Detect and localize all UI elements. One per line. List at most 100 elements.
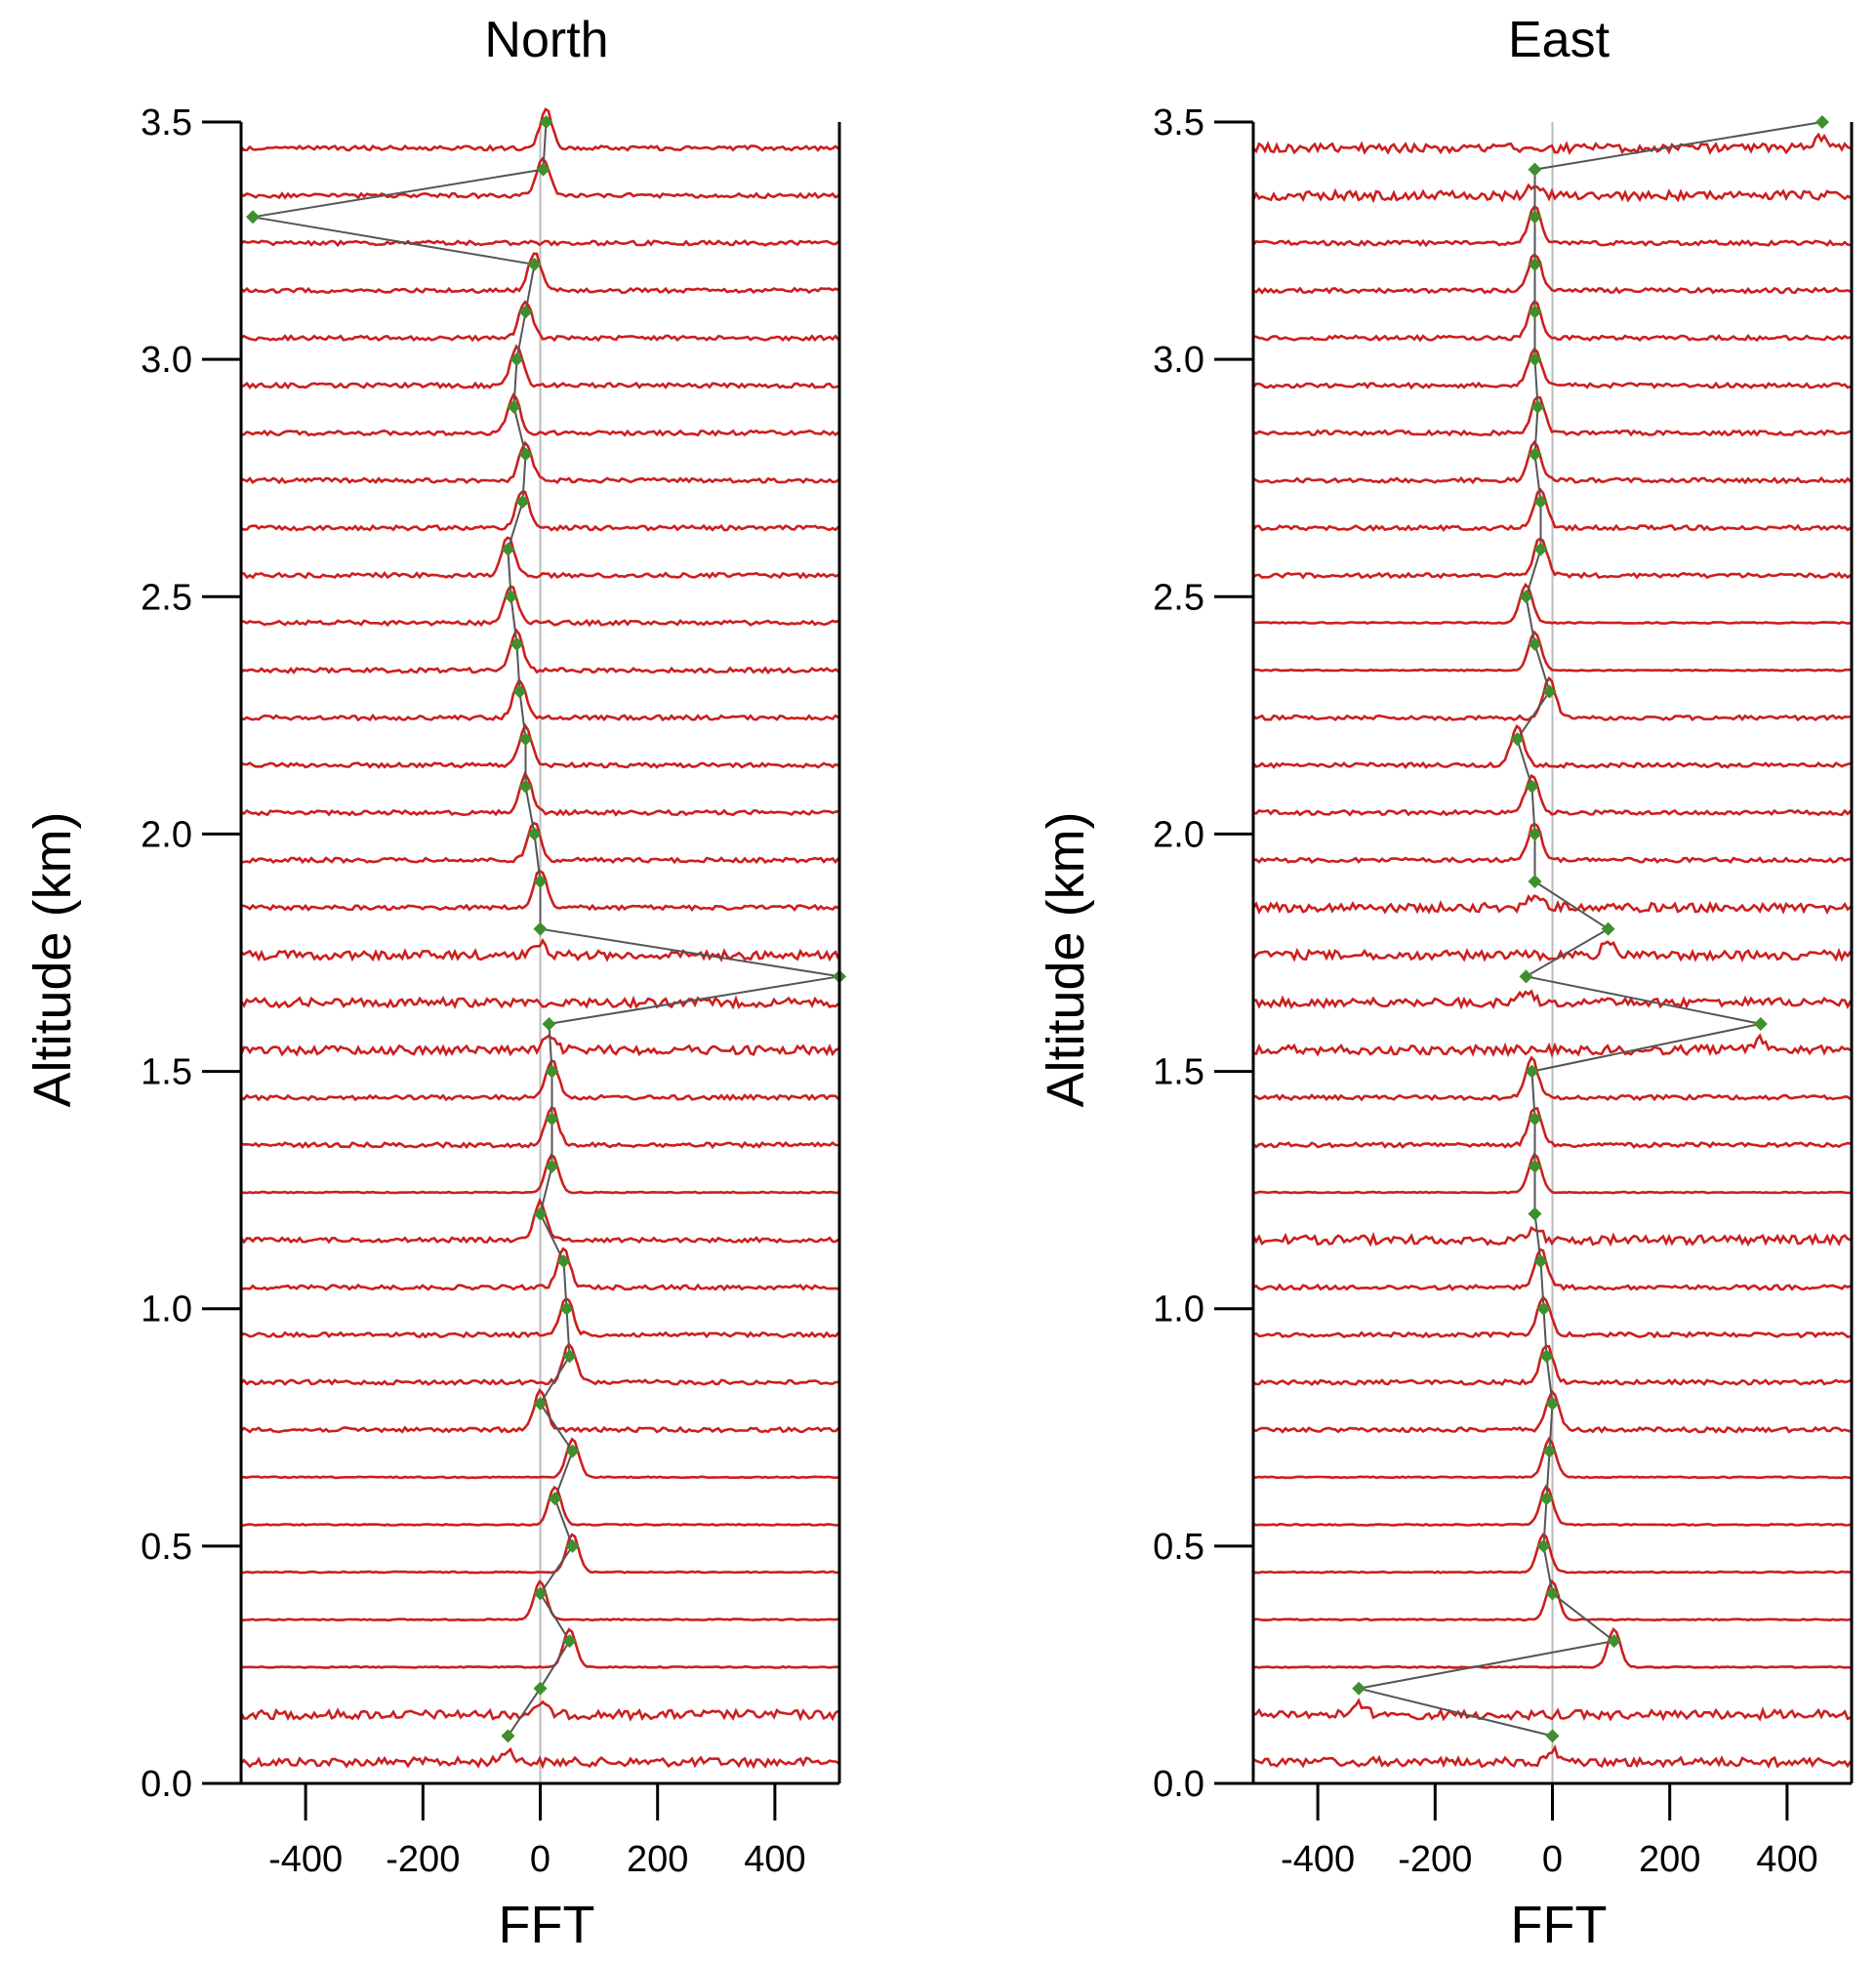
north-ytick-label-2.0: 2.0 xyxy=(141,814,192,855)
north-peak-marker-2.6 xyxy=(501,542,515,556)
east-peak-marker-1.0 xyxy=(1536,1301,1551,1316)
east-spectrum-2.7 xyxy=(1251,487,1852,533)
east-peak-marker-2.0 xyxy=(1528,827,1542,841)
east-peak-marker-0.1 xyxy=(1545,1729,1560,1743)
east-spectrum-1.7 xyxy=(1253,989,1853,1010)
east-peak-marker-1.2 xyxy=(1528,1207,1542,1221)
east-peak-marker-1.1 xyxy=(1533,1254,1548,1269)
north-ytick-label-0.0: 0.0 xyxy=(141,1764,192,1805)
north-peak-marker-0.5 xyxy=(565,1538,580,1553)
north-spectrum-2.6 xyxy=(240,536,839,580)
north-peak-marker-2.7 xyxy=(515,495,530,510)
north-spectrum-2.9 xyxy=(240,392,839,437)
east-spectrum-2.0 xyxy=(1252,822,1852,865)
east-spectrum-1.6 xyxy=(1252,1033,1852,1059)
north-y-axis-label: Altitude (km) xyxy=(23,811,82,1107)
north-peak-marker-1.5 xyxy=(545,1064,559,1079)
north-peak-marker-2.9 xyxy=(507,399,521,414)
east-spectrum-1.1 xyxy=(1252,1248,1852,1291)
east-title: East xyxy=(1508,12,1611,68)
north-spectrum-3.1 xyxy=(240,300,840,343)
north-peak-marker-1.1 xyxy=(556,1254,571,1269)
east-peak-marker-2.8 xyxy=(1528,447,1542,462)
east-spectrum-2.6 xyxy=(1252,537,1852,580)
east-xtick-label--400: -400 xyxy=(1281,1839,1355,1880)
east-xtick-label--200: -200 xyxy=(1398,1839,1472,1880)
north-x-axis-label: FFT xyxy=(499,1896,595,1954)
east-x-axis-label: FFT xyxy=(1511,1896,1608,1954)
east-spectrum-3.4 xyxy=(1251,183,1852,204)
east-peak-marker-3.2 xyxy=(1528,257,1542,271)
east-spectrum-1.9 xyxy=(1251,893,1852,916)
east-peak-line xyxy=(1358,121,1823,1738)
north-spectrum-1.2 xyxy=(239,1197,839,1245)
north-spectrum-3.3 xyxy=(240,239,839,248)
east-peak-marker-0.4 xyxy=(1545,1586,1560,1601)
north-spectrum-2.5 xyxy=(240,585,839,628)
north-xtick-label-200: 200 xyxy=(627,1839,688,1880)
east-peak-marker-1.6 xyxy=(1753,1016,1768,1031)
north-spectrum-3.4 xyxy=(240,156,839,200)
east-peak-marker-2.6 xyxy=(1533,542,1548,556)
north-peak-marker-2.0 xyxy=(527,827,542,841)
north-ticks: 0.0 0.5 1.0 1.5 2.0 2.5 3.0 3.5 -400 -200 0 200 400 xyxy=(141,102,841,1880)
north-peak-marker-0.6 xyxy=(548,1492,562,1506)
east-peak-marker-3.0 xyxy=(1528,352,1542,367)
east-xtick-label-200: 200 xyxy=(1639,1839,1700,1880)
east-ytick-label-0.5: 0.5 xyxy=(1153,1527,1204,1568)
north-spectrum-1.6 xyxy=(239,1034,839,1057)
east-peak-marker-0.3 xyxy=(1607,1634,1621,1649)
north-peak-marker-0.8 xyxy=(533,1396,548,1411)
north-panel: North FFT Altitude (km) 0.0 0.5 1.0 1.5 2.0 2… xyxy=(23,12,846,1954)
north-xtick-label--400: -400 xyxy=(268,1839,343,1880)
east-spectrum-2.4 xyxy=(1252,630,1852,673)
north-xtick-label-400: 400 xyxy=(744,1839,805,1880)
east-ytick-label-1.0: 1.0 xyxy=(1153,1289,1204,1330)
east-peak-marker-1.4 xyxy=(1528,1112,1542,1126)
north-xtick-label--200: -200 xyxy=(386,1839,460,1880)
north-spectrum-3.5 xyxy=(240,107,839,152)
east-spectrum-2.5 xyxy=(1252,582,1852,625)
east-peak-marker-2.2 xyxy=(1510,732,1525,747)
north-peak-marker-2.4 xyxy=(510,636,524,651)
east-panel: East FFT Altitude (km) 0.0 0.5 1.0 1.5 2.0 2.… xyxy=(1037,12,1854,1954)
north-spectrum-1.0 xyxy=(240,1296,839,1339)
east-peak-marker-2.7 xyxy=(1533,495,1548,510)
north-spectrum-0.1 xyxy=(240,1746,839,1770)
east-ytick-label-1.5: 1.5 xyxy=(1153,1052,1204,1093)
north-spectrum-2.7 xyxy=(240,490,839,532)
east-spectrum-3.5 xyxy=(1252,132,1852,155)
north-spectrum-3.0 xyxy=(240,344,839,390)
east-spectrum-1.5 xyxy=(1252,1055,1852,1102)
north-traces xyxy=(239,107,846,1783)
east-spectrum-1.2 xyxy=(1251,1225,1852,1248)
north-ytick-label-1.0: 1.0 xyxy=(141,1289,192,1330)
north-spectrum-1.4 xyxy=(240,1106,839,1150)
north-peak-marker-2.8 xyxy=(518,447,533,462)
east-peak-marker-3.1 xyxy=(1528,305,1542,319)
east-spectrum-3.0 xyxy=(1252,347,1852,390)
north-xtick-label-0: 0 xyxy=(530,1839,551,1880)
east-spectrum-2.3 xyxy=(1252,675,1852,722)
north-peak-marker-1.8 xyxy=(533,921,548,936)
east-peak-marker-2.9 xyxy=(1530,399,1545,414)
east-spectrum-0.5 xyxy=(1252,1533,1852,1575)
north-peak-marker-0.2 xyxy=(533,1681,548,1696)
north-peak-marker-1.9 xyxy=(533,875,548,889)
east-spectrum-2.8 xyxy=(1252,440,1852,485)
north-spectrum-0.2 xyxy=(239,1699,839,1722)
east-peak-marker-3.3 xyxy=(1528,210,1542,225)
north-ytick-label-3.0: 3.0 xyxy=(141,340,192,381)
east-spectrum-0.7 xyxy=(1252,1436,1852,1480)
east-peak-marker-0.8 xyxy=(1545,1396,1560,1411)
north-spectrum-0.5 xyxy=(240,1533,839,1575)
north-peak-marker-0.4 xyxy=(533,1586,548,1601)
north-spectrum-1.7 xyxy=(239,995,839,1010)
north-peak-marker-1.6 xyxy=(542,1016,556,1031)
east-peak-marker-3.4 xyxy=(1528,162,1542,177)
east-spectrum-0.1 xyxy=(1252,1743,1853,1769)
north-spectrum-1.1 xyxy=(240,1247,839,1291)
north-spectrum-1.3 xyxy=(240,1153,839,1195)
north-peak-marker-3.2 xyxy=(527,257,542,271)
